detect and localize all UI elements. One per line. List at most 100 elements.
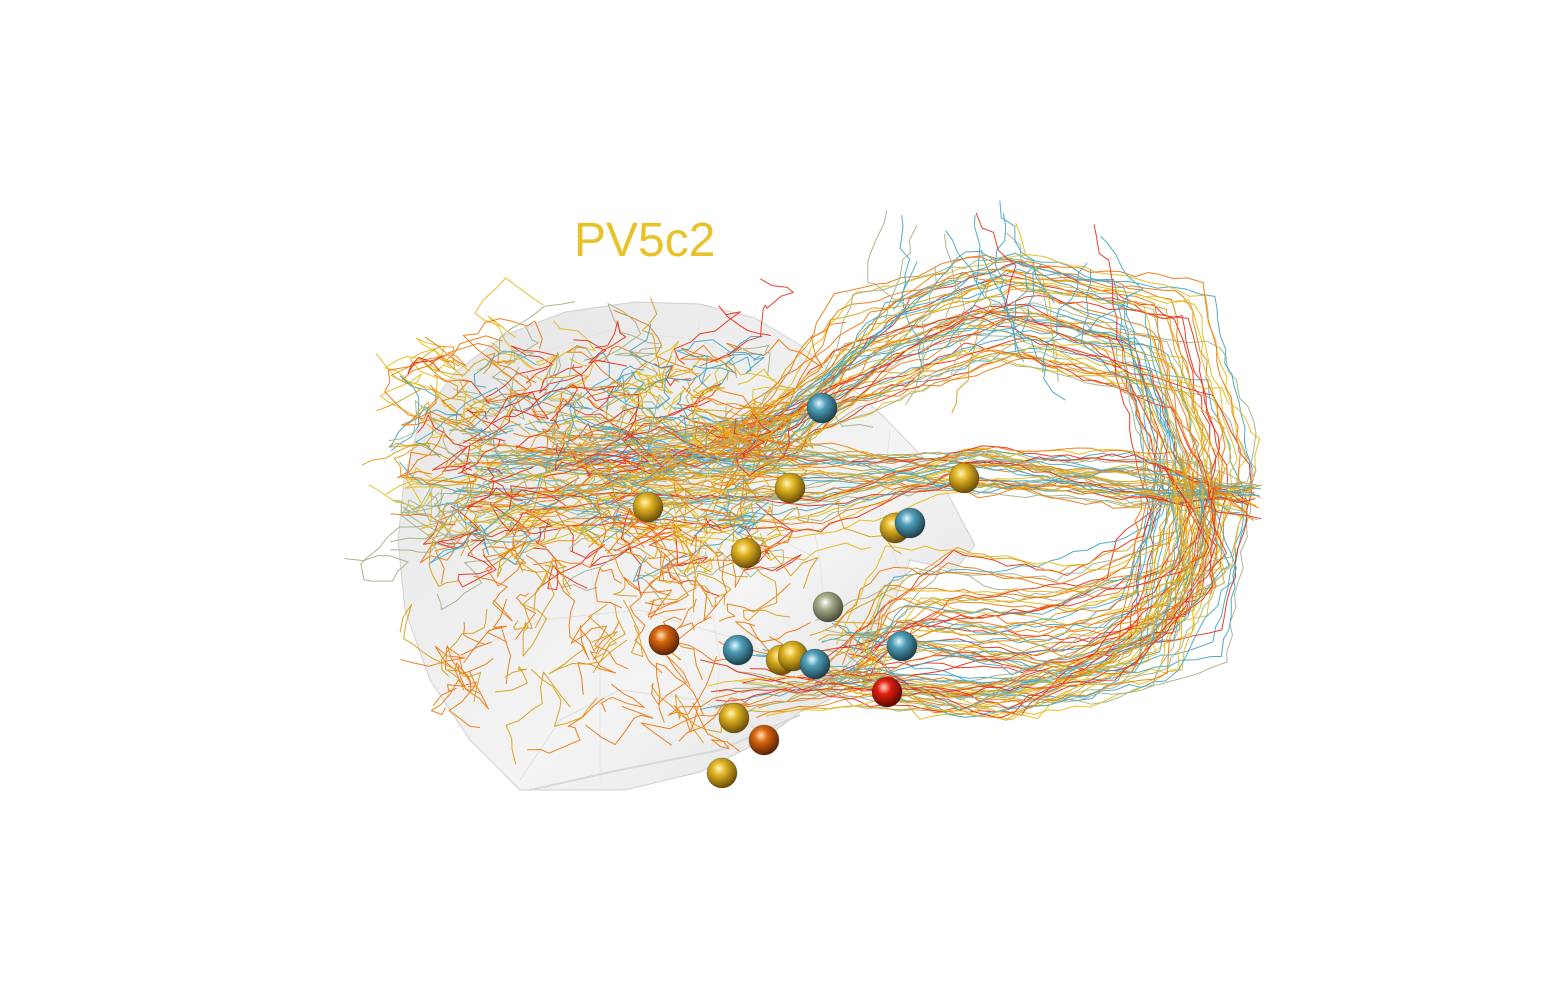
neurite xyxy=(427,508,503,611)
neurite xyxy=(570,615,629,670)
neurite xyxy=(699,495,759,522)
neurite xyxy=(677,393,758,432)
neurite xyxy=(694,424,745,448)
neurite xyxy=(748,345,1261,691)
neurite xyxy=(739,315,1207,636)
neurite xyxy=(715,453,1228,710)
neurite xyxy=(635,554,747,605)
neurite xyxy=(508,477,580,510)
neurite xyxy=(494,666,528,693)
neurite xyxy=(573,451,662,480)
neurite xyxy=(417,414,471,472)
neurite xyxy=(712,469,772,504)
neurite xyxy=(591,604,626,660)
soma-sage xyxy=(812,591,844,623)
neurite xyxy=(727,421,852,463)
neurite xyxy=(609,368,700,406)
neurite xyxy=(571,295,1220,688)
neurite xyxy=(590,406,701,449)
neurite xyxy=(472,479,1256,507)
neurite xyxy=(551,414,615,470)
neurite xyxy=(698,356,735,391)
neurite xyxy=(533,496,607,568)
neurite xyxy=(573,320,627,367)
neurite xyxy=(755,502,793,555)
neurite xyxy=(446,669,481,703)
neurite xyxy=(429,474,542,564)
neurite xyxy=(640,450,687,483)
neurite xyxy=(684,387,726,447)
neurite xyxy=(466,487,567,510)
neurite xyxy=(632,384,685,420)
neurite xyxy=(527,480,651,521)
neurite xyxy=(460,452,1251,497)
neurite xyxy=(744,478,1194,714)
neurite xyxy=(476,448,1254,532)
neurite xyxy=(724,362,777,381)
neurite xyxy=(453,366,520,414)
neurite xyxy=(498,301,576,364)
neurite xyxy=(647,322,1217,720)
neurite xyxy=(606,374,702,410)
neurite xyxy=(668,280,1232,645)
neurite xyxy=(632,514,759,583)
neurite xyxy=(473,575,513,622)
neurite xyxy=(418,383,481,417)
neurite xyxy=(944,233,965,376)
neuron-type-label: PV5c2 xyxy=(574,214,716,267)
neurite xyxy=(613,309,698,393)
neurite xyxy=(527,268,1253,696)
neurite xyxy=(515,592,536,640)
neurite xyxy=(678,697,750,742)
neurite xyxy=(673,692,738,733)
neurite xyxy=(623,599,644,658)
neurite xyxy=(676,349,1214,664)
neurite xyxy=(481,452,1261,493)
neurite xyxy=(550,392,584,458)
neurite xyxy=(604,548,693,564)
neurite xyxy=(657,507,735,536)
neurite xyxy=(533,556,572,612)
neurite xyxy=(605,330,1169,701)
neurite xyxy=(588,516,651,548)
neurite xyxy=(464,446,1254,521)
neurite xyxy=(646,451,692,502)
neurite xyxy=(444,646,494,683)
neurite xyxy=(609,365,672,452)
neurite xyxy=(463,625,508,663)
neurite xyxy=(493,599,512,685)
neurite xyxy=(568,303,660,378)
neurite xyxy=(683,541,749,596)
neurite xyxy=(679,344,737,375)
neurite xyxy=(344,520,444,582)
neurite xyxy=(454,457,498,557)
neurite xyxy=(740,412,772,459)
neurite xyxy=(505,671,571,765)
neurite xyxy=(594,567,622,609)
soma-blue xyxy=(806,392,838,424)
neurite xyxy=(699,321,846,369)
soma-gold xyxy=(706,757,738,789)
neurite xyxy=(512,523,600,573)
neurite xyxy=(749,350,1226,674)
neurite xyxy=(975,212,1017,310)
neurite xyxy=(502,474,572,517)
neurite xyxy=(725,407,822,477)
soma-blue xyxy=(722,634,754,666)
neurite xyxy=(448,407,498,435)
neurite xyxy=(675,616,728,662)
neurite xyxy=(463,388,548,444)
neurite xyxy=(767,500,902,554)
neurite xyxy=(692,356,765,374)
neurite xyxy=(649,464,691,522)
neurite xyxy=(461,428,528,500)
neurite xyxy=(460,345,558,404)
neurite xyxy=(683,252,1155,645)
neurite xyxy=(537,351,573,401)
neurite xyxy=(885,225,918,363)
neurite xyxy=(520,603,547,657)
neurite-skeletons xyxy=(344,200,1263,765)
neurite xyxy=(734,307,1220,631)
neurite xyxy=(645,310,1179,643)
neurite xyxy=(585,706,654,746)
